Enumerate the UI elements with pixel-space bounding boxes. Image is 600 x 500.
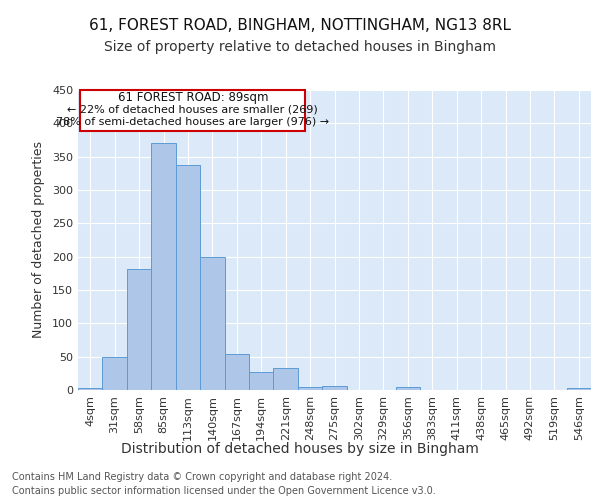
Bar — [322, 386, 347, 390]
Text: Contains public sector information licensed under the Open Government Licence v3: Contains public sector information licen… — [12, 486, 436, 496]
Bar — [224, 354, 249, 390]
Bar — [566, 388, 591, 390]
Bar — [274, 368, 298, 390]
Bar — [103, 358, 127, 390]
Text: Distribution of detached houses by size in Bingham: Distribution of detached houses by size … — [121, 442, 479, 456]
Bar — [298, 386, 322, 390]
Bar — [249, 372, 274, 390]
Bar — [78, 388, 103, 390]
Text: ← 22% of detached houses are smaller (269): ← 22% of detached houses are smaller (26… — [67, 105, 318, 115]
Y-axis label: Number of detached properties: Number of detached properties — [32, 142, 45, 338]
Bar — [395, 388, 420, 390]
Bar — [176, 164, 200, 390]
Bar — [200, 258, 224, 390]
Text: 78% of semi-detached houses are larger (976) →: 78% of semi-detached houses are larger (… — [56, 117, 329, 127]
FancyBboxPatch shape — [80, 90, 305, 132]
Bar — [127, 270, 151, 390]
Text: Size of property relative to detached houses in Bingham: Size of property relative to detached ho… — [104, 40, 496, 54]
Text: Contains HM Land Registry data © Crown copyright and database right 2024.: Contains HM Land Registry data © Crown c… — [12, 472, 392, 482]
Text: 61 FOREST ROAD: 89sqm: 61 FOREST ROAD: 89sqm — [118, 91, 268, 104]
Text: 61, FOREST ROAD, BINGHAM, NOTTINGHAM, NG13 8RL: 61, FOREST ROAD, BINGHAM, NOTTINGHAM, NG… — [89, 18, 511, 32]
Bar — [151, 144, 176, 390]
